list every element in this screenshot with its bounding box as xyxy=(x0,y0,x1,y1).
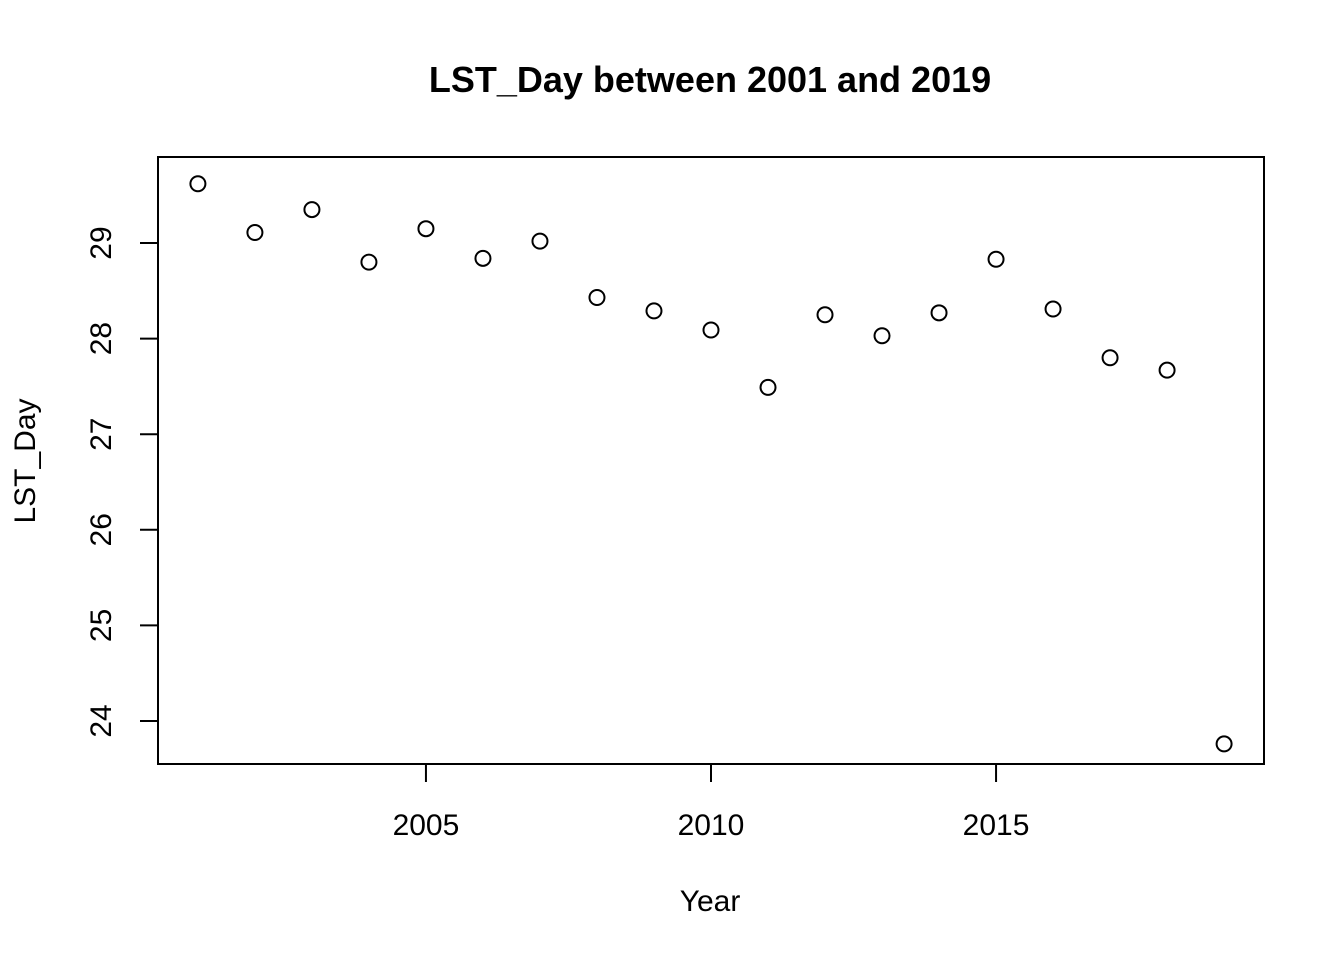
y-axis: 24 25 26 27 28 29 xyxy=(85,226,159,738)
y-tick-label: 27 xyxy=(85,418,118,451)
data-point xyxy=(360,253,378,271)
data-point xyxy=(189,175,207,193)
y-tick-label: 26 xyxy=(85,513,118,546)
data-point xyxy=(816,306,834,324)
data-point xyxy=(759,378,777,396)
y-tick-label: 28 xyxy=(85,322,118,355)
data-point xyxy=(246,224,264,242)
data-point xyxy=(1215,735,1233,753)
data-point xyxy=(1044,300,1062,318)
x-axis: 2005 2010 2015 xyxy=(393,763,1030,842)
data-point xyxy=(930,304,948,322)
data-point xyxy=(474,249,492,267)
data-point xyxy=(987,250,1005,268)
x-axis-label: Year xyxy=(680,885,741,918)
data-point xyxy=(645,302,663,320)
x-tick-label: 2010 xyxy=(678,809,745,842)
data-point xyxy=(588,289,606,307)
data-point xyxy=(873,327,891,345)
plot-area-frame xyxy=(157,156,1265,765)
data-point xyxy=(417,220,435,238)
data-point xyxy=(1158,361,1176,379)
y-tick-label: 24 xyxy=(85,704,118,737)
y-tick-label: 25 xyxy=(85,609,118,642)
x-tick-label: 2015 xyxy=(963,809,1030,842)
data-point xyxy=(702,321,720,339)
data-point xyxy=(531,232,549,250)
data-point xyxy=(303,201,321,219)
x-tick-label: 2005 xyxy=(393,809,460,842)
data-point xyxy=(1101,349,1119,367)
chart-title: LST_Day between 2001 and 2019 xyxy=(429,59,991,100)
data-points xyxy=(189,175,1233,753)
y-tick-label: 29 xyxy=(85,226,118,259)
y-axis-label: LST_Day xyxy=(9,398,42,523)
